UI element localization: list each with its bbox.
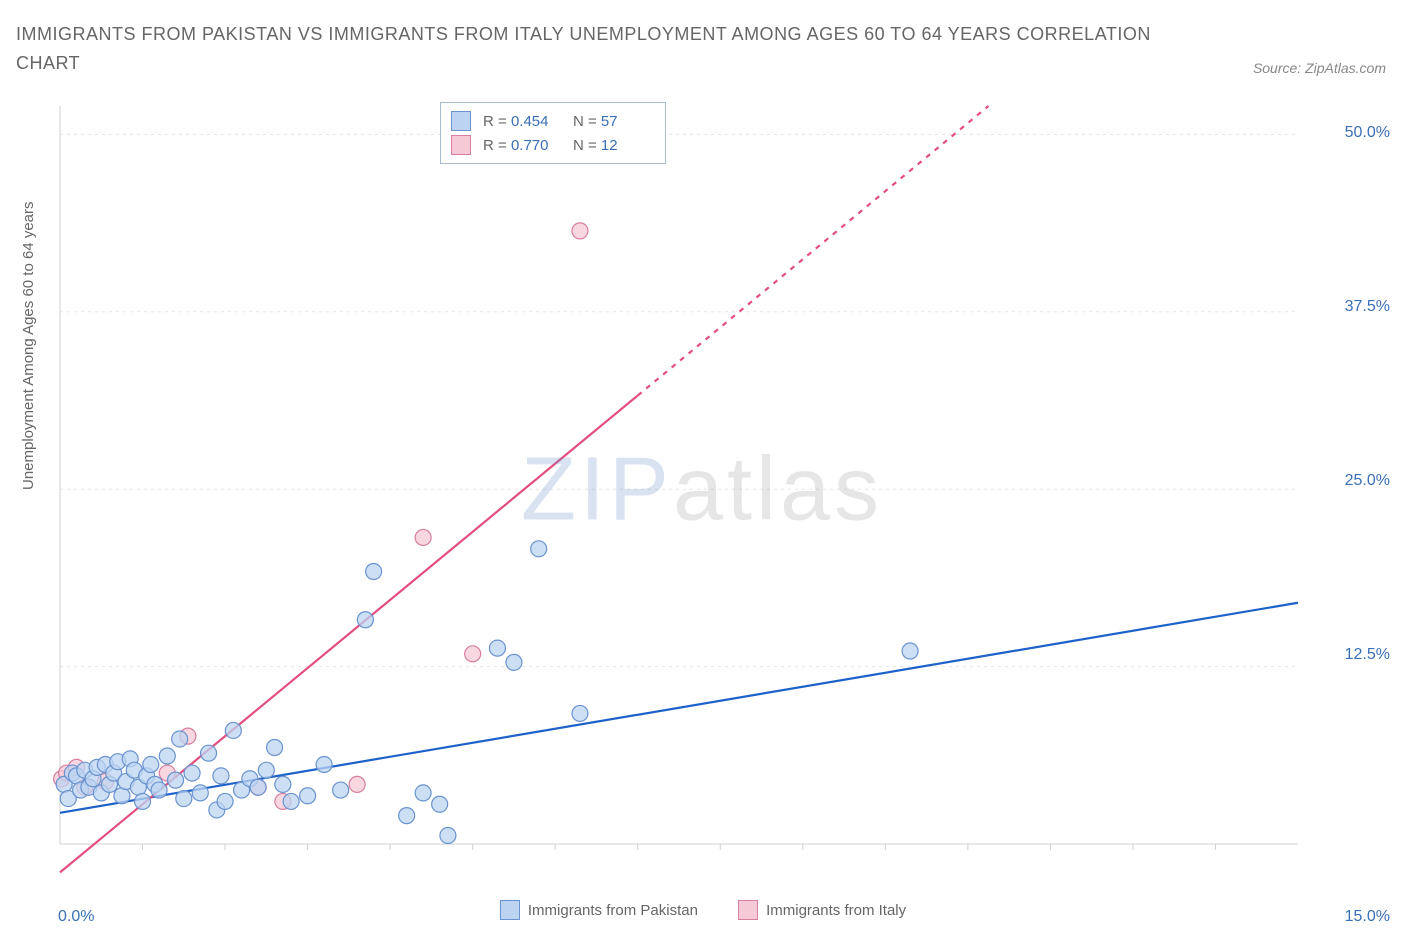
y-tick-label: 37.5% <box>1345 298 1390 316</box>
legend-label: Immigrants from Italy <box>766 902 906 919</box>
source-label: Source: ZipAtlas.com <box>1253 60 1386 76</box>
chart-title: IMMIGRANTS FROM PAKISTAN VS IMMIGRANTS F… <box>16 20 1206 78</box>
y-axis-label: Unemployment Among Ages 60 to 64 years <box>20 201 37 490</box>
chart-area: ZIPatlas <box>52 100 1352 880</box>
legend-item-italy: Immigrants from Italy <box>738 900 906 920</box>
swatch-italy <box>738 900 758 920</box>
y-tick-label: 12.5% <box>1345 646 1390 664</box>
swatch-pakistan <box>451 111 471 131</box>
y-tick-label: 25.0% <box>1345 472 1390 490</box>
legend-label: Immigrants from Pakistan <box>528 902 698 919</box>
legend-row-italy: R = 0.770 N = 12 <box>451 133 651 157</box>
scatter-plot <box>52 100 1352 880</box>
y-tick-label: 50.0% <box>1345 124 1390 142</box>
swatch-pakistan <box>500 900 520 920</box>
swatch-italy <box>451 135 471 155</box>
legend-item-pakistan: Immigrants from Pakistan <box>500 900 698 920</box>
correlation-legend: R = 0.454 N = 57 R = 0.770 N = 12 <box>440 102 666 164</box>
legend-row-pakistan: R = 0.454 N = 57 <box>451 109 651 133</box>
series-legend: Immigrants from Pakistan Immigrants from… <box>0 900 1406 924</box>
